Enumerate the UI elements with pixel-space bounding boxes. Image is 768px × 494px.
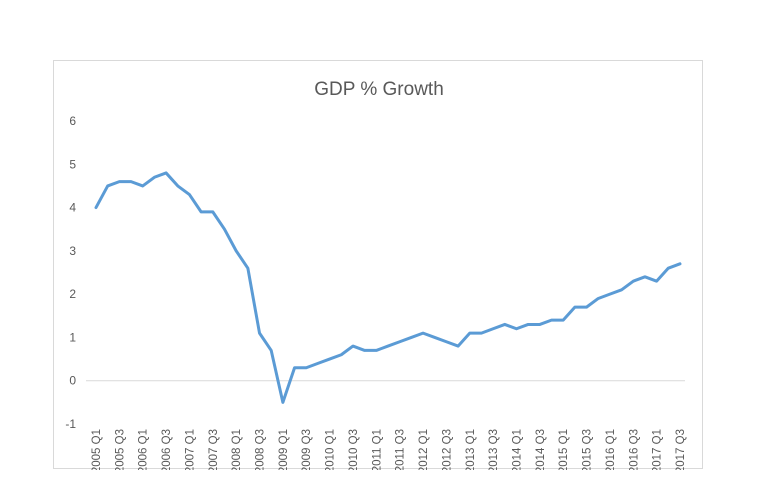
gdp-growth-series-line (94, 171, 682, 404)
x-tick-label: 2008 Q1 (231, 429, 243, 470)
x-tick-label: 2013 Q1 (465, 429, 477, 470)
x-tick-label: 2014 Q1 (511, 429, 523, 470)
x-tick-label: 2016 Q3 (628, 429, 640, 470)
x-tick-label: 2016 Q1 (605, 429, 617, 470)
y-axis: -1 0 1 2 3 4 5 6 (65, 114, 76, 431)
x-tick-label: 2008 Q3 (255, 429, 267, 470)
x-tick-label: 2017 Q3 (675, 429, 687, 470)
chart-area: GDP % Growth -1 0 1 2 3 4 5 6 2005 Q1 2005 Q3 200… (53, 60, 703, 470)
x-tick-label: 2017 Q1 (652, 429, 664, 470)
x-tick-label: 2015 Q1 (558, 429, 570, 470)
x-tick-label: 2006 Q3 (161, 429, 173, 470)
chart-title: GDP % Growth (314, 79, 444, 100)
x-tick-label: 2011 Q3 (395, 429, 407, 470)
y-tick-label: 6 (69, 114, 76, 128)
x-tick-label: 2015 Q3 (582, 429, 594, 470)
x-tick-label: 2005 Q1 (91, 429, 103, 470)
y-tick-label: 0 (69, 374, 76, 388)
x-tick-label: 2011 Q1 (371, 429, 383, 470)
x-tick-label: 2013 Q3 (488, 429, 500, 470)
x-tick-label: 2009 Q3 (301, 429, 313, 470)
y-tick-label: 1 (69, 330, 76, 344)
y-tick-label: 5 (69, 157, 76, 171)
y-tick-label: 4 (69, 201, 76, 215)
x-tick-label: 2006 Q1 (138, 429, 150, 470)
x-tick-label: 2007 Q1 (184, 429, 196, 470)
x-tick-label: 2010 Q3 (348, 429, 360, 470)
y-tick-label: -1 (65, 417, 76, 431)
x-tick-label: 2012 Q3 (441, 429, 453, 470)
x-tick-label: 2014 Q3 (535, 429, 547, 470)
x-tick-label: 2009 Q1 (278, 429, 290, 470)
x-tick-label: 2007 Q3 (208, 429, 220, 470)
x-tick-label: 2012 Q1 (418, 429, 430, 470)
y-tick-label: 3 (69, 244, 76, 258)
x-tick-label: 2005 Q3 (114, 429, 126, 470)
x-tick-label: 2010 Q1 (325, 429, 337, 470)
y-tick-label: 2 (69, 287, 76, 301)
x-axis: 2005 Q1 2005 Q3 2006 Q1 2006 Q3 2007 Q1 2007 … (91, 429, 687, 470)
